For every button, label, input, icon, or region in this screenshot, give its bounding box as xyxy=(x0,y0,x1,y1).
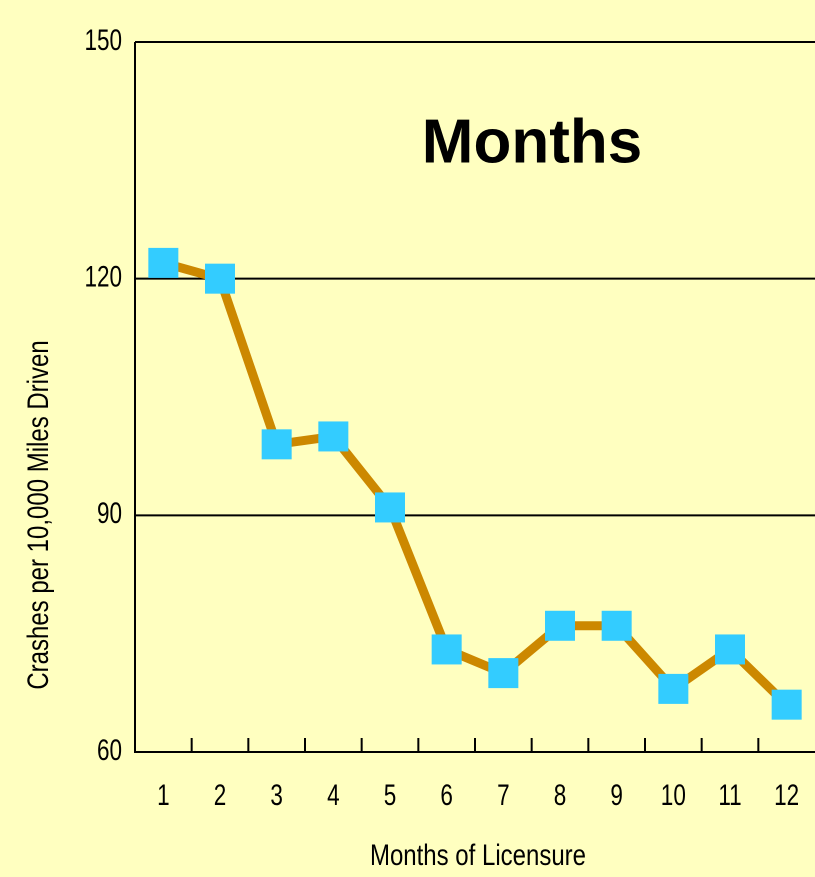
x-tick-label: 5 xyxy=(384,778,397,812)
x-tick-label: 12 xyxy=(774,778,799,812)
x-tick-label: 11 xyxy=(718,778,741,812)
marker xyxy=(205,263,235,294)
x-tick-label: 8 xyxy=(554,778,567,812)
x-tick-label: 3 xyxy=(270,778,283,812)
marker xyxy=(715,634,745,665)
y-tick-label: 60 xyxy=(97,733,122,767)
x-tick-label: 2 xyxy=(214,778,227,812)
marker xyxy=(261,429,292,460)
annotation: Months xyxy=(422,107,642,176)
y-axis-label: Crashes per 10,000 Miles Driven xyxy=(20,340,54,689)
marker xyxy=(148,247,179,278)
marker xyxy=(431,634,462,665)
marker xyxy=(771,689,802,720)
y-tick-label: 150 xyxy=(84,23,122,57)
x-tick-label: 9 xyxy=(610,778,623,812)
marker xyxy=(545,610,575,641)
marker xyxy=(375,492,405,523)
x-tick-label: 7 xyxy=(497,778,510,812)
marker xyxy=(488,658,519,689)
x-axis-label: Months of Licensure xyxy=(370,837,586,871)
x-tick-label: 10 xyxy=(661,778,686,812)
marker xyxy=(318,421,349,452)
y-tick-label: 120 xyxy=(84,259,122,293)
x-tick-label: 6 xyxy=(440,778,453,812)
y-tick-label: 90 xyxy=(97,496,122,530)
marker xyxy=(658,673,689,704)
x-tick-label: 4 xyxy=(327,778,340,812)
marker xyxy=(601,610,632,641)
x-tick-label: 1 xyxy=(157,778,170,812)
